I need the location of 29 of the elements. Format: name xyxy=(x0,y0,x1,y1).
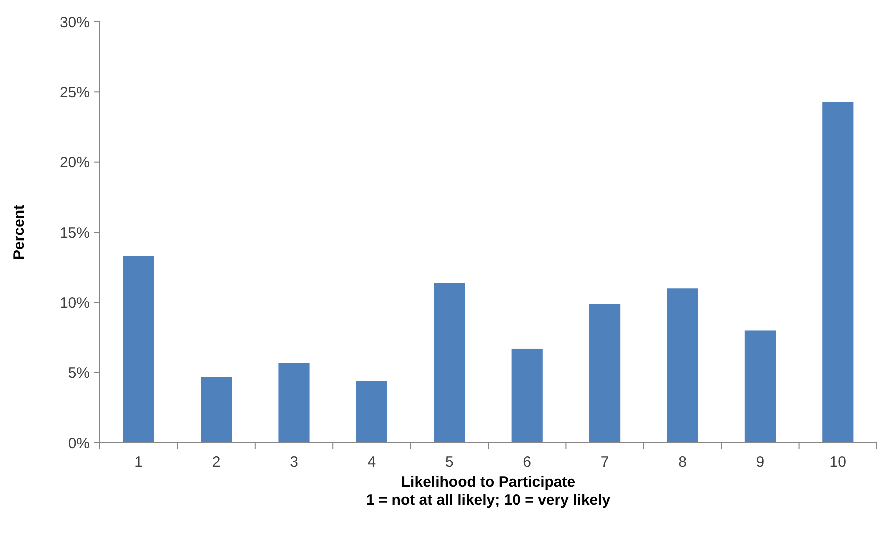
x-tick-label: 3 xyxy=(290,454,298,471)
bar xyxy=(123,256,154,443)
x-tick-label: 10 xyxy=(830,454,846,471)
y-tick-label: 10% xyxy=(60,294,90,312)
bar xyxy=(822,102,854,443)
x-tick-label: 1 xyxy=(134,454,144,471)
bar xyxy=(512,348,543,443)
bar xyxy=(744,330,776,443)
x-tick-label: 4 xyxy=(368,454,376,471)
y-tick-label: 25% xyxy=(60,84,90,102)
bar xyxy=(667,288,698,443)
bar xyxy=(590,304,621,443)
y-tick-label: 30% xyxy=(60,14,90,32)
y-tick-label: 15% xyxy=(60,224,90,242)
y-axis-title: Percent xyxy=(11,204,28,260)
x-axis-title: Likelihood to Participate 1 = not at all likely; 10 = very likely xyxy=(366,474,612,509)
x-tick-label: 5 xyxy=(445,454,454,471)
x-tick-label: 2 xyxy=(212,454,221,471)
y-tick-label: 0% xyxy=(68,435,90,452)
x-tick-label: 6 xyxy=(523,454,532,471)
y-tick-label: 20% xyxy=(60,154,90,172)
x-tick-label: 8 xyxy=(678,454,687,471)
bar xyxy=(201,377,232,443)
bar xyxy=(434,283,466,443)
x-tick-label: 7 xyxy=(600,454,610,471)
bar xyxy=(356,381,388,443)
y-tick-label: 5% xyxy=(68,365,90,382)
x-tick-label: 9 xyxy=(756,454,765,471)
bar xyxy=(278,363,310,443)
